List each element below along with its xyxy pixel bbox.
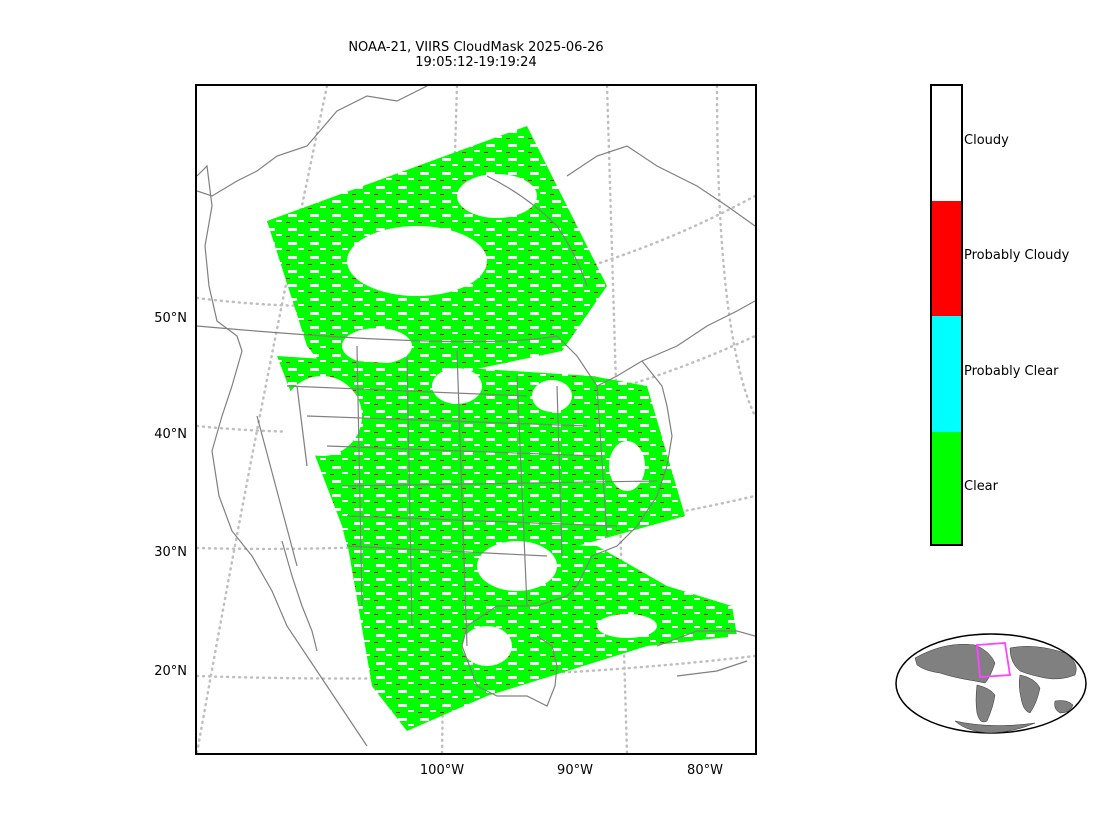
- inset-highlight-box: [976, 642, 1012, 678]
- legend-swatch-cloudy: [932, 86, 961, 201]
- map-title: NOAA-21, VIIRS CloudMask 2025-06-26 19:0…: [276, 40, 676, 70]
- lat-label-50n: 50°N: [154, 311, 187, 326]
- map-canvas: [197, 86, 755, 753]
- lon-label-100w: 100°W: [419, 763, 465, 778]
- legend-label-clear: Clear: [964, 479, 998, 494]
- title-line-1: NOAA-21, VIIRS CloudMask 2025-06-26: [348, 40, 604, 55]
- legend-colorbar: [930, 84, 963, 546]
- legend-swatch-probably-clear: [932, 316, 961, 432]
- legend-swatch-probably-cloudy: [932, 201, 961, 316]
- lat-label-30n: 30°N: [154, 545, 187, 560]
- lon-label-80w: 80°W: [687, 763, 723, 778]
- lon-label-90w: 90°W: [557, 763, 593, 778]
- inset-world-map: [895, 633, 1087, 734]
- inset-continents: [914, 644, 1077, 734]
- swath-north: [267, 126, 607, 396]
- legend-label-probably-clear: Probably Clear: [964, 364, 1059, 379]
- title-line-2: 19:05:12-19:19:24: [415, 55, 537, 70]
- inset-globe-svg: [895, 633, 1087, 734]
- swath-central: [277, 356, 685, 546]
- legend-label-probably-cloudy: Probably Cloudy: [964, 248, 1070, 263]
- land-outlines: [197, 86, 755, 747]
- main-map: [195, 84, 757, 755]
- swath-south: [347, 541, 737, 731]
- legend-label-cloudy: Cloudy: [964, 133, 1009, 148]
- lat-label-20n: 20°N: [154, 664, 187, 679]
- legend-swatch-clear: [932, 432, 961, 544]
- lat-label-40n: 40°N: [154, 427, 187, 442]
